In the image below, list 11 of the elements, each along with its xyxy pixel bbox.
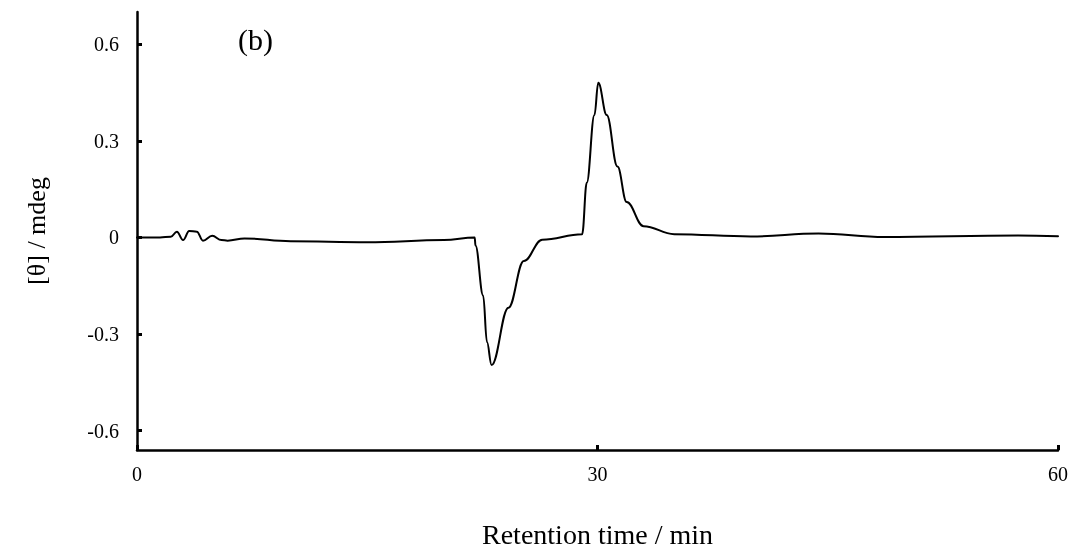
annotation: (b) (238, 22, 273, 57)
x-tick-label: 0 (132, 463, 142, 485)
y-tick-label: 0.3 (94, 129, 119, 152)
y-axis-title: [θ] / mdeg (21, 177, 51, 285)
x-tick-label: 30 (587, 463, 608, 485)
y-tick-label: 0.6 (94, 33, 119, 56)
y-tick-label: -0.3 (87, 323, 119, 346)
y-tick-label: -0.6 (87, 419, 119, 442)
x-axis-title: Retention time / min (482, 518, 713, 550)
y-tick-label: 0 (109, 226, 119, 249)
x-tick-label: 60 (1048, 463, 1068, 485)
